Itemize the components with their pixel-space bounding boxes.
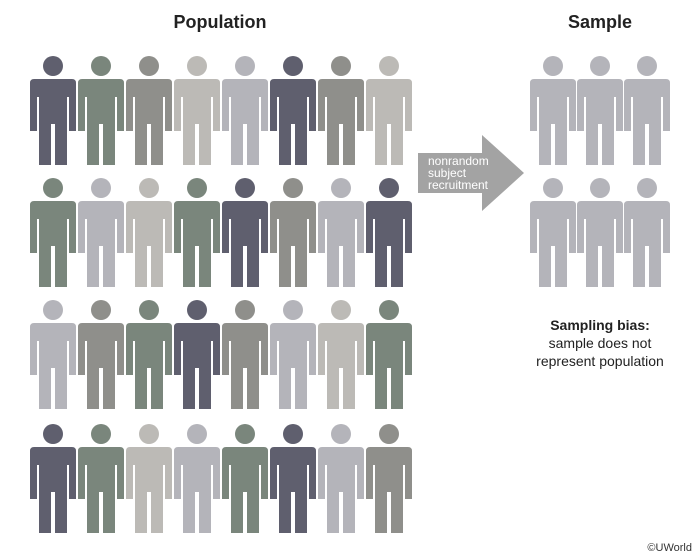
arrow-label-line-3: recruitment	[428, 178, 489, 192]
person-icon	[78, 56, 124, 165]
arrow-label-line-1: nonrandom	[428, 154, 489, 168]
nonrandom-recruitment-arrow: nonrandom subject recruitment	[418, 135, 524, 211]
person-icon	[30, 178, 76, 287]
arrow-label-line-2: subject	[428, 166, 467, 180]
person-icon	[174, 424, 220, 533]
person-icon	[270, 424, 316, 533]
person-icon	[78, 424, 124, 533]
person-icon	[126, 300, 172, 409]
person-icon	[78, 178, 124, 287]
person-icon	[222, 56, 268, 165]
person-icon	[270, 300, 316, 409]
person-icon	[530, 178, 576, 287]
person-icon	[30, 300, 76, 409]
person-icon	[222, 178, 268, 287]
person-icon	[174, 300, 220, 409]
sample-title: Sample	[567, 12, 633, 32]
caption-title: Sampling bias:	[550, 317, 650, 333]
person-icon	[318, 178, 364, 287]
person-icon	[270, 56, 316, 165]
person-icon	[318, 300, 364, 409]
arrow-shape	[418, 135, 524, 211]
person-icon	[174, 178, 220, 287]
person-icon	[126, 178, 172, 287]
person-icon	[624, 178, 670, 287]
person-icon	[366, 56, 412, 165]
person-icon	[30, 56, 76, 165]
caption-body-line-2: represent population	[536, 353, 664, 369]
person-icon	[222, 424, 268, 533]
population-title: Population	[173, 12, 267, 32]
arrow-label: nonrandom subject recruitment	[428, 155, 508, 191]
person-icon	[318, 56, 364, 165]
person-icon	[30, 424, 76, 533]
copyright-notice: ©UWorld	[647, 542, 692, 554]
person-icon	[222, 300, 268, 409]
person-icon	[126, 56, 172, 165]
person-icon	[78, 300, 124, 409]
person-icon	[530, 56, 576, 165]
person-icon	[577, 56, 623, 165]
caption-body-line-1: sample does not	[548, 335, 652, 351]
sampling-bias-caption: Sampling bias: sample does not represent…	[515, 316, 685, 370]
person-icon	[366, 424, 412, 533]
person-icon	[577, 178, 623, 287]
person-icon	[174, 56, 220, 165]
person-icon	[270, 178, 316, 287]
person-icon	[366, 178, 412, 287]
person-icon	[366, 300, 412, 409]
person-icon	[126, 424, 172, 533]
person-icon	[318, 424, 364, 533]
person-icon	[624, 56, 670, 165]
